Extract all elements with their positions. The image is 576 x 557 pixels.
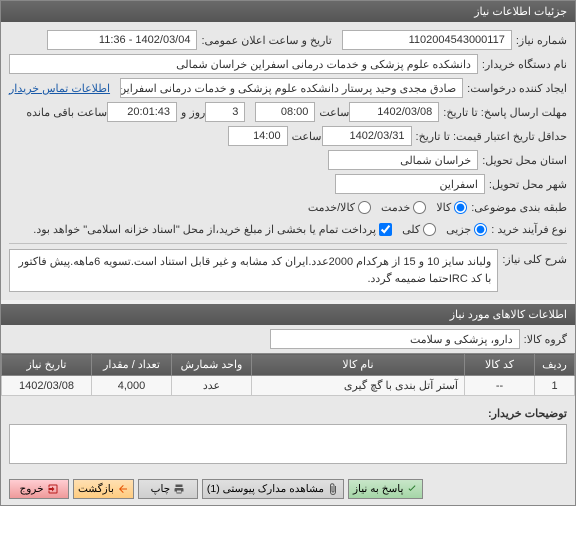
th-date: تاریخ نیاز — [2, 354, 92, 376]
org-label: نام دستگاه خریدار: — [482, 58, 567, 71]
province-value: خراسان شمالی — [328, 150, 478, 170]
valid-label: حداقل تاریخ اعتبار قیمت: تا تاریخ: — [416, 130, 567, 143]
purchase-radio-whole[interactable] — [423, 223, 436, 236]
purchase-option-whole[interactable]: کلی — [402, 223, 436, 236]
exit-icon — [47, 483, 59, 495]
print-button-label: چاپ — [151, 483, 171, 495]
city-label: شهر محل تحویل: — [489, 178, 567, 191]
purchase-type-label: نوع فرآیند خرید : — [491, 223, 567, 236]
days-label: روز و — [181, 106, 205, 119]
goods-section-title: اطلاعات کالاهای مورد نیاز — [1, 304, 575, 325]
deadline-label: مهلت ارسال پاسخ: تا تاریخ: — [443, 106, 567, 119]
notes-label: توضیحات خریدار: — [488, 407, 567, 420]
valid-time-label: ساعت — [292, 130, 322, 143]
contact-link[interactable]: اطلاعات تماس خریدار — [9, 82, 110, 95]
deadline-time: 08:00 — [255, 102, 315, 122]
exit-button[interactable]: خروج — [9, 479, 69, 499]
category-label-both: کالا/خدمت — [308, 201, 355, 214]
th-name: نام کالا — [252, 354, 465, 376]
attachments-button-label: مشاهده مدارک پیوستی (1) — [207, 483, 324, 495]
attachment-icon — [327, 483, 339, 495]
category-radio-goods[interactable] — [454, 201, 467, 214]
print-icon — [173, 483, 185, 495]
category-radio-group: کالا خدمت کالا/خدمت — [308, 201, 467, 214]
deadline-time-label: ساعت — [319, 106, 349, 119]
cell-row: 1 — [535, 376, 575, 396]
cell-name: آستر آتل بندی با گچ گیری — [252, 376, 465, 396]
creator-value: صادق مجدی وحید پرستار دانشکده علوم پزشکی… — [120, 78, 463, 98]
exit-button-label: خروج — [19, 483, 43, 495]
category-option-service[interactable]: خدمت — [381, 201, 426, 214]
time-remaining: 20:01:43 — [107, 102, 177, 122]
th-qty: تعداد / مقدار — [92, 354, 172, 376]
cell-code: -- — [465, 376, 535, 396]
back-button-label: بازگشت — [78, 483, 114, 495]
desc-label: شرح کلی نیاز: — [502, 249, 567, 266]
need-details-panel: جزئیات اطلاعات نیاز شماره نیاز: 11020045… — [0, 0, 576, 506]
valid-date: 1402/03/31 — [322, 126, 412, 146]
creator-label: ایجاد کننده درخواست: — [467, 82, 567, 95]
fields-area: شماره نیاز: 1102004543000117 تاریخ و ساع… — [1, 22, 575, 300]
purchase-label-whole: کلی — [402, 223, 420, 236]
purchase-radio-group: جزیی کلی — [402, 223, 487, 236]
group-label: گروه کالا: — [524, 333, 567, 346]
notes-textarea[interactable] — [9, 424, 567, 464]
cell-qty: 4,000 — [92, 376, 172, 396]
purchase-radio-partial[interactable] — [474, 223, 487, 236]
cell-unit: عدد — [172, 376, 252, 396]
category-radio-both[interactable] — [358, 201, 371, 214]
province-label: استان محل تحویل: — [482, 154, 567, 167]
check-icon — [406, 483, 418, 495]
button-bar: پاسخ به نیاز مشاهده مدارک پیوستی (1) چاپ… — [1, 473, 575, 505]
purchase-label-partial: جزیی — [446, 223, 471, 236]
category-label-goods: کالا — [436, 201, 451, 214]
need-no-label: شماره نیاز: — [516, 34, 567, 47]
category-label: طبقه بندی موضوعی: — [471, 201, 567, 214]
respond-button-label: پاسخ به نیاز — [353, 483, 403, 495]
org-value: دانشکده علوم پزشکی و خدمات درمانی اسفرای… — [9, 54, 478, 74]
category-radio-service[interactable] — [413, 201, 426, 214]
deadline-date: 1402/03/08 — [349, 102, 439, 122]
table-header-row: ردیف کد کالا نام کالا واحد شمارش تعداد /… — [2, 354, 575, 376]
purchase-option-partial[interactable]: جزیی — [446, 223, 487, 236]
panel-title: جزئیات اطلاعات نیاز — [1, 1, 575, 22]
remain-label: ساعت باقی مانده — [26, 106, 107, 119]
items-table: ردیف کد کالا نام کالا واحد شمارش تعداد /… — [1, 353, 575, 396]
desc-value: ولباند سایز 10 و 15 از هرکدام 2000عدد.ای… — [9, 249, 498, 292]
category-option-goods[interactable]: کالا — [436, 201, 467, 214]
announce-value: 1402/03/04 - 11:36 — [47, 30, 197, 50]
print-button[interactable]: چاپ — [138, 479, 198, 499]
city-value: اسفراین — [335, 174, 485, 194]
th-unit: واحد شمارش — [172, 354, 252, 376]
days-remaining: 3 — [205, 102, 245, 122]
need-no-value: 1102004543000117 — [342, 30, 512, 50]
announce-label: تاریخ و ساعت اعلان عمومی: — [201, 34, 331, 47]
th-row: ردیف — [535, 354, 575, 376]
table-row[interactable]: 1 -- آستر آتل بندی با گچ گیری عدد 4,000 … — [2, 376, 575, 396]
category-label-service: خدمت — [381, 201, 410, 214]
category-option-both[interactable]: کالا/خدمت — [308, 201, 371, 214]
valid-time: 14:00 — [228, 126, 288, 146]
payment-checkbox[interactable] — [379, 223, 392, 236]
payment-checkbox-item[interactable]: پرداخت تمام یا بخشی از مبلغ خرید،از محل … — [33, 223, 392, 236]
cell-date: 1402/03/08 — [2, 376, 92, 396]
back-button[interactable]: بازگشت — [73, 479, 134, 499]
attachments-button[interactable]: مشاهده مدارک پیوستی (1) — [202, 479, 344, 499]
th-code: کد کالا — [465, 354, 535, 376]
payment-note: پرداخت تمام یا بخشی از مبلغ خرید،از محل … — [33, 223, 376, 236]
respond-button[interactable]: پاسخ به نیاز — [348, 479, 423, 499]
group-value: دارو، پزشکی و سلامت — [270, 329, 520, 349]
back-icon — [117, 483, 129, 495]
